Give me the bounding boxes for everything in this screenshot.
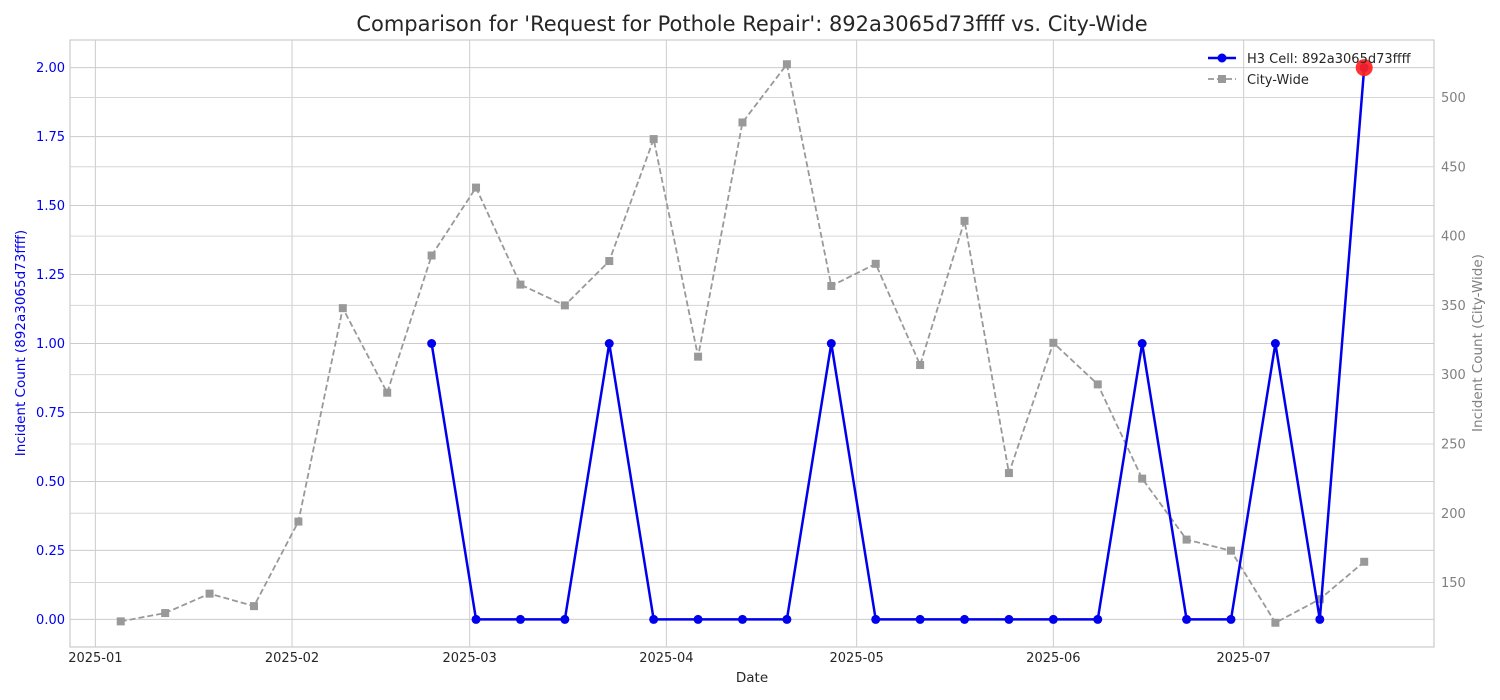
x-tick-label: 2025-05: [830, 651, 884, 666]
series-h3-cell-point: [1004, 614, 1014, 624]
series-h3-cell-point: [649, 614, 659, 624]
series-city-wide-point: [649, 135, 658, 144]
series-h3-cell-point: [693, 614, 703, 624]
series-h3-cell-point: [1315, 614, 1325, 624]
series-h3-cell-point: [1137, 339, 1147, 348]
x-tick-label: 2025-07: [1217, 651, 1271, 666]
series-h3-cell-point: [915, 614, 925, 624]
legend-label-h3: H3 Cell: 892a3065d73ffff: [1247, 52, 1412, 67]
series-h3-cell-point: [1048, 614, 1058, 624]
x-tick-label: 2025-02: [265, 651, 319, 666]
series-h3-cell-point: [737, 614, 747, 624]
y-left-tick-label: 1.75: [36, 130, 65, 145]
y-left-tick-label: 0.50: [36, 475, 65, 490]
y-axis-label-right: Incident Count (City-Wide): [1470, 254, 1486, 432]
series-h3-cell-point: [604, 339, 614, 348]
chart-title: Comparison for 'Request for Pothole Repa…: [356, 12, 1147, 36]
series-city-wide-point: [782, 60, 791, 69]
series-city-wide-point: [871, 259, 880, 268]
series-h3-cell-point: [1182, 614, 1192, 624]
series-city-wide-point: [1049, 338, 1058, 347]
series-city-wide-point: [427, 251, 436, 260]
series-city-wide-point: [1271, 618, 1280, 627]
series-city-wide-point: [827, 281, 836, 290]
series-city-wide-point: [249, 602, 258, 611]
y-axis-label-left: Incident Count (892a3065d73ffff): [13, 230, 29, 456]
series-city-wide-point: [1182, 535, 1191, 544]
series-city-wide-point: [694, 352, 703, 361]
plot-frame: [69, 39, 1435, 648]
series-city-wide-point: [916, 360, 925, 369]
series-city-wide-point: [383, 388, 392, 397]
y-right-tick-label: 500: [1441, 91, 1466, 106]
series-city-wide-point: [1138, 474, 1147, 483]
series-h3-cell-point: [560, 614, 570, 624]
series-city-wide-point: [161, 609, 170, 618]
x-axis-label: Date: [736, 670, 768, 686]
series-h3-cell-point: [1270, 339, 1280, 348]
series-city-wide-point: [1360, 557, 1369, 566]
legend-label-city: City-Wide: [1247, 73, 1309, 88]
series-city-wide-point: [605, 257, 614, 266]
y-left-tick-label: 0.00: [36, 613, 65, 628]
y-left-tick-label: 1.25: [36, 268, 65, 283]
series-city-wide-point: [116, 617, 125, 626]
series-city-wide-point: [960, 216, 969, 225]
legend: H3 Cell: 892a3065d73ffff City-Wide: [1208, 52, 1412, 88]
series-city-wide-point: [1004, 469, 1013, 478]
series-city-wide-point: [205, 589, 214, 598]
series-city-wide-point: [516, 280, 525, 289]
series-city-wide-point: [294, 517, 303, 526]
y-right-tick-label: 150: [1441, 576, 1466, 591]
series-h3-cell-point: [515, 614, 525, 624]
x-tick-label: 2025-03: [443, 651, 497, 666]
series-h3-cell-point: [782, 614, 792, 624]
series-layer: [116, 59, 1373, 627]
series-city-wide-point: [338, 304, 347, 313]
series-h3-cell-point: [960, 614, 970, 624]
y-left-tick-label: 1.00: [36, 337, 65, 352]
tick-layer: 2025-01 2025-02 2025-03 2025-04 2025-05 2025-…: [36, 61, 1466, 666]
y-left-tick-label: 1.50: [36, 199, 65, 214]
series-h3-cell-point: [471, 614, 481, 624]
series-h3-cell-point: [871, 614, 881, 624]
series-h3-cell-point: [1093, 614, 1103, 624]
y-right-tick-label: 250: [1441, 437, 1466, 452]
series-h3-cell-point: [826, 339, 836, 348]
legend-swatch-h3-marker: [1217, 53, 1227, 63]
series-city-wide-point: [560, 301, 569, 310]
y-left-tick-label: 0.75: [36, 406, 65, 421]
y-right-tick-label: 450: [1441, 160, 1466, 175]
x-tick-label: 2025-04: [639, 651, 693, 666]
series-h3-cell-point: [427, 339, 437, 348]
x-tick-label: 2025-06: [1026, 651, 1080, 666]
series-h3-cell-line: [430, 67, 1366, 621]
grid-layer: [70, 40, 1434, 647]
y-right-tick-label: 400: [1441, 230, 1466, 245]
series-h3-cell-point: [1226, 614, 1236, 624]
y-left-tick-label: 2.00: [36, 61, 65, 76]
series-city-wide-point: [472, 183, 481, 192]
legend-swatch-city-marker: [1218, 75, 1226, 83]
series-city-wide-line: [120, 62, 1365, 624]
series-city-wide-point: [1315, 595, 1324, 604]
series-city-wide-point: [1226, 546, 1235, 555]
series-city-wide-point: [1093, 380, 1102, 389]
y-right-tick-label: 300: [1441, 368, 1466, 383]
highlight-point: [1355, 59, 1373, 77]
x-tick-label: 2025-01: [68, 651, 122, 666]
y-right-tick-label: 200: [1441, 507, 1466, 522]
y-right-tick-label: 350: [1441, 299, 1466, 314]
series-city-wide-point: [738, 118, 747, 127]
y-left-tick-label: 0.25: [36, 544, 65, 559]
